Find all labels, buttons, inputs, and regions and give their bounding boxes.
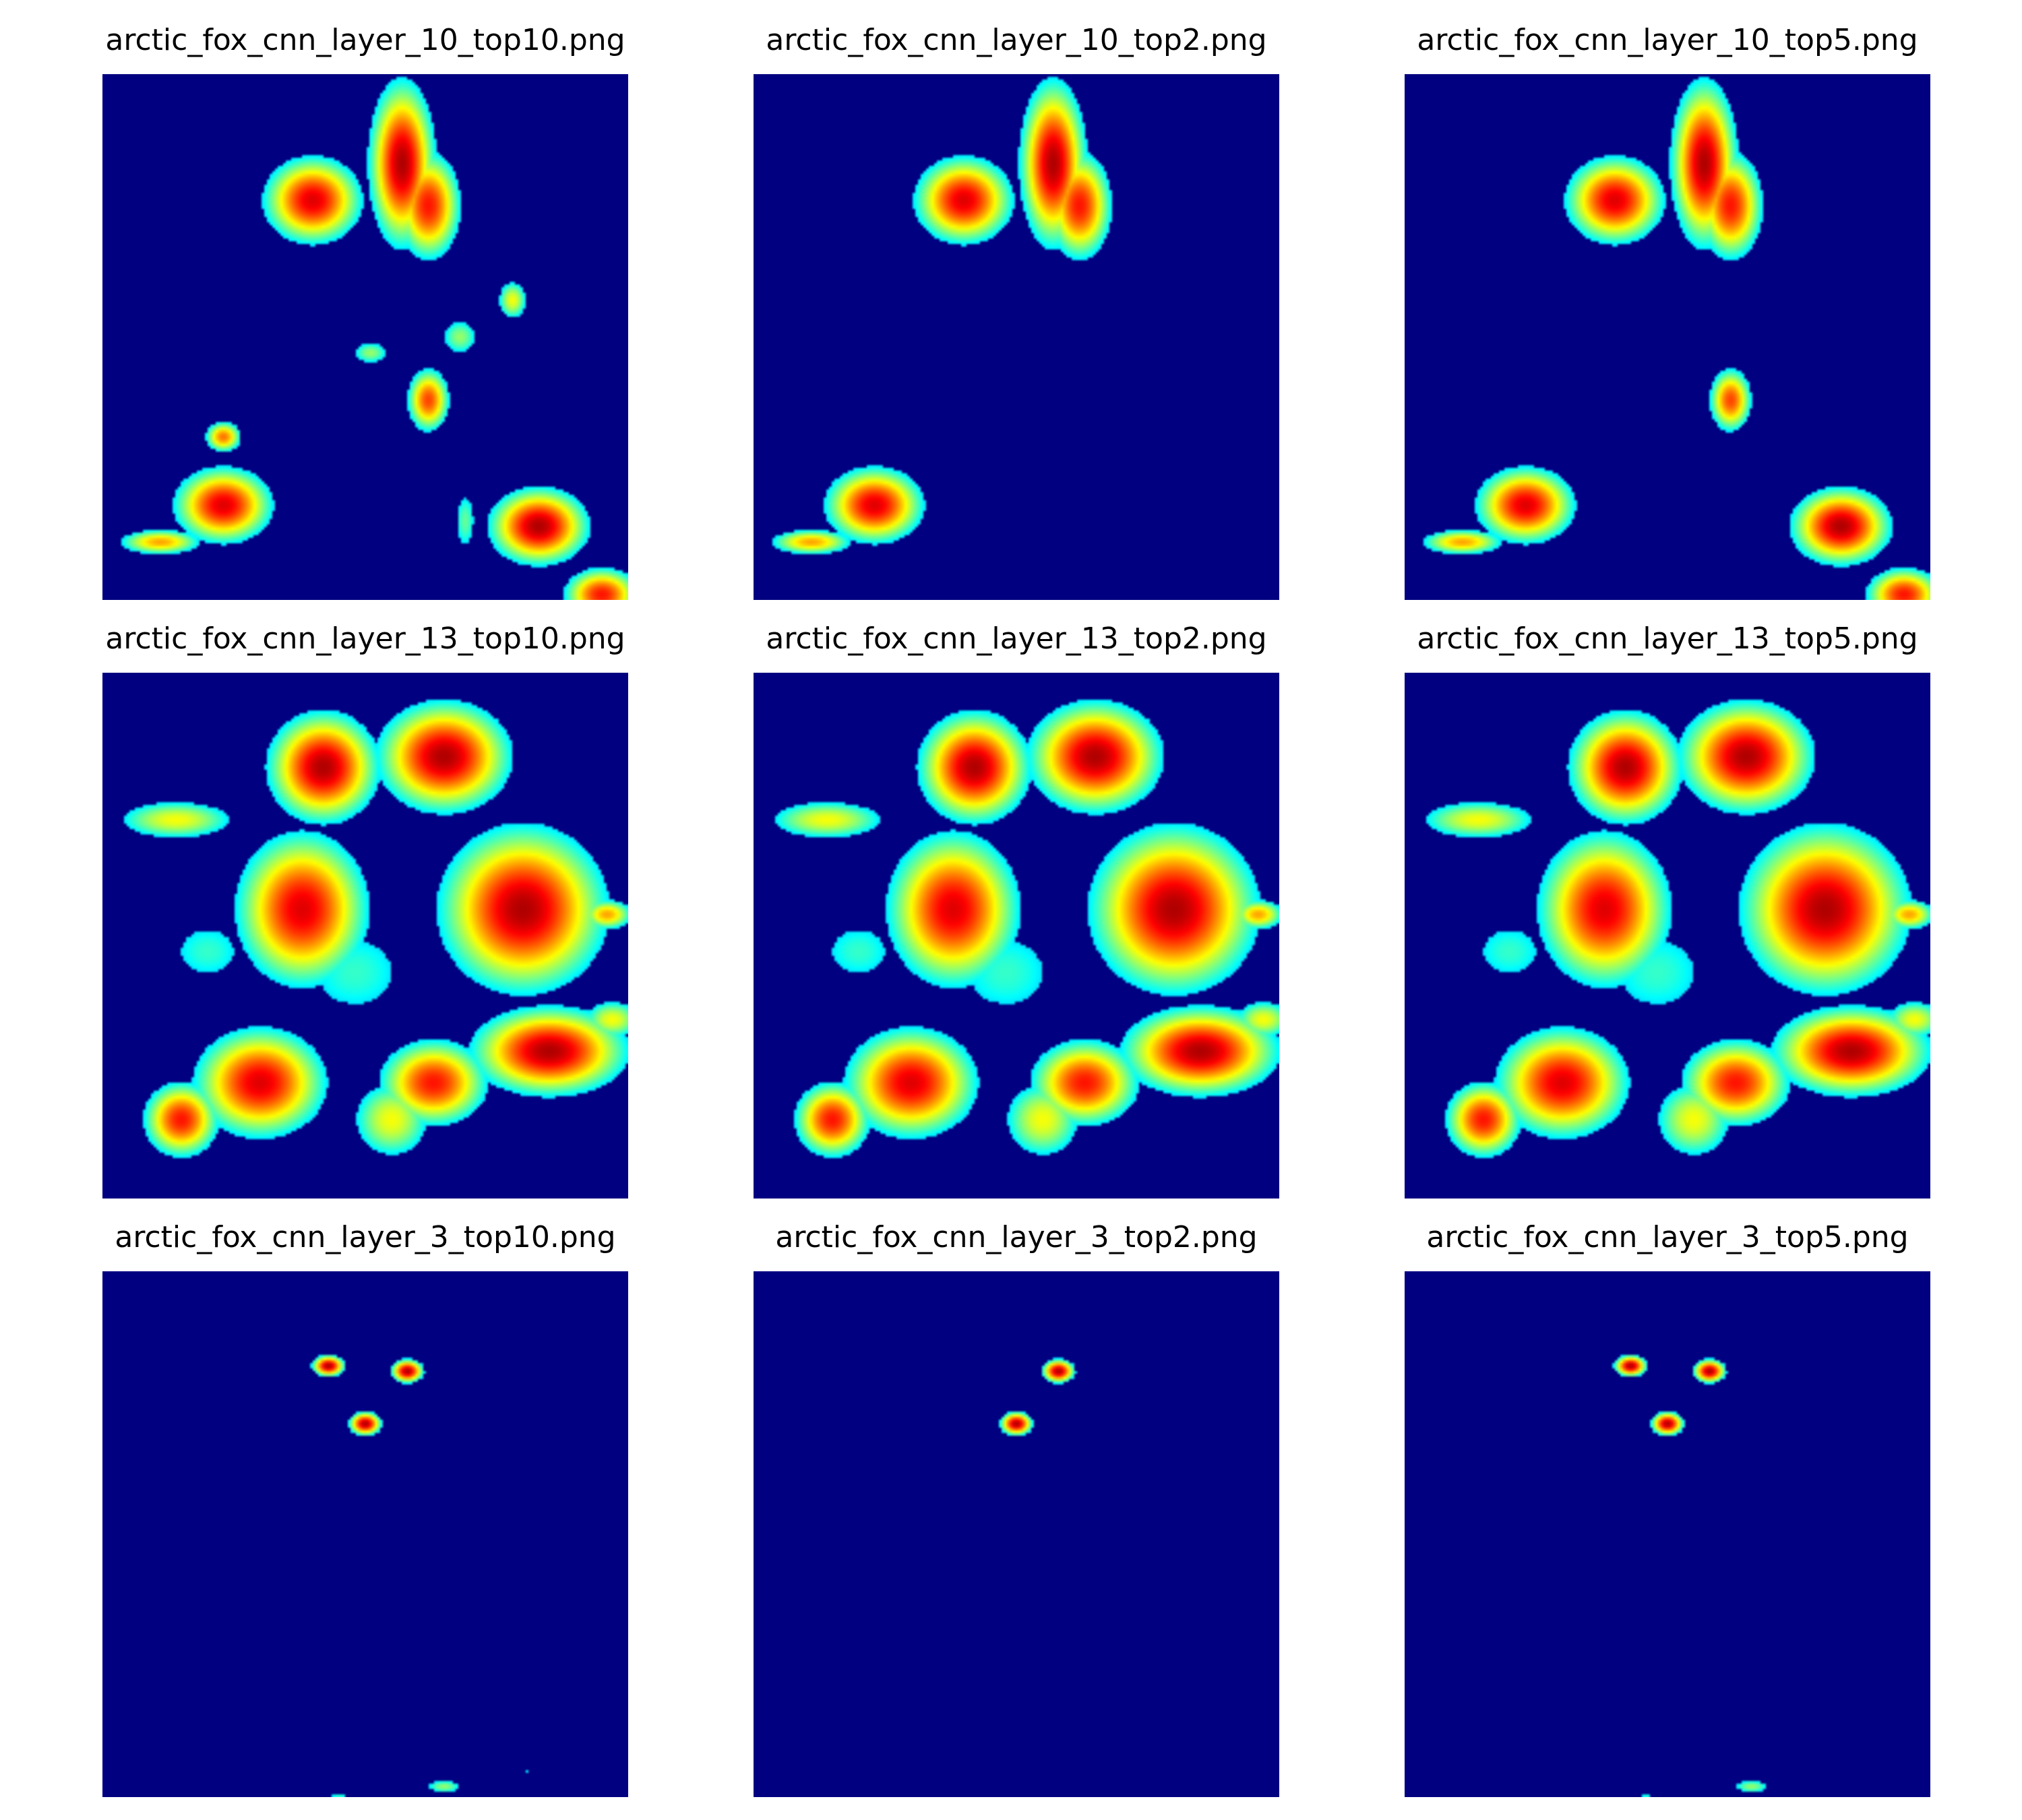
heatmap-image — [102, 74, 628, 600]
heatmap-image — [754, 1271, 1279, 1797]
heatmap-image — [102, 1271, 628, 1797]
heatmap-image — [102, 673, 628, 1199]
heatmap-image — [754, 673, 1279, 1199]
panel-title: arctic_fox_cnn_layer_10_top5.png — [1417, 23, 1918, 57]
panel-title: arctic_fox_cnn_layer_3_top10.png — [115, 1220, 616, 1254]
heatmap-image — [1405, 74, 1930, 600]
panel-title: arctic_fox_cnn_layer_13_top10.png — [105, 621, 625, 656]
panel-title: arctic_fox_cnn_layer_3_top2.png — [775, 1220, 1258, 1254]
panel-title: arctic_fox_cnn_layer_10_top10.png — [105, 23, 625, 57]
panel-title: arctic_fox_cnn_layer_13_top2.png — [766, 621, 1267, 656]
panel-title: arctic_fox_cnn_layer_10_top2.png — [766, 23, 1267, 57]
panel-title: arctic_fox_cnn_layer_3_top5.png — [1426, 1220, 1909, 1254]
heatmap-image — [1405, 673, 1930, 1199]
heatmap-image — [1405, 1271, 1930, 1797]
panel-title: arctic_fox_cnn_layer_13_top5.png — [1417, 621, 1918, 656]
heatmap-image — [754, 74, 1279, 600]
